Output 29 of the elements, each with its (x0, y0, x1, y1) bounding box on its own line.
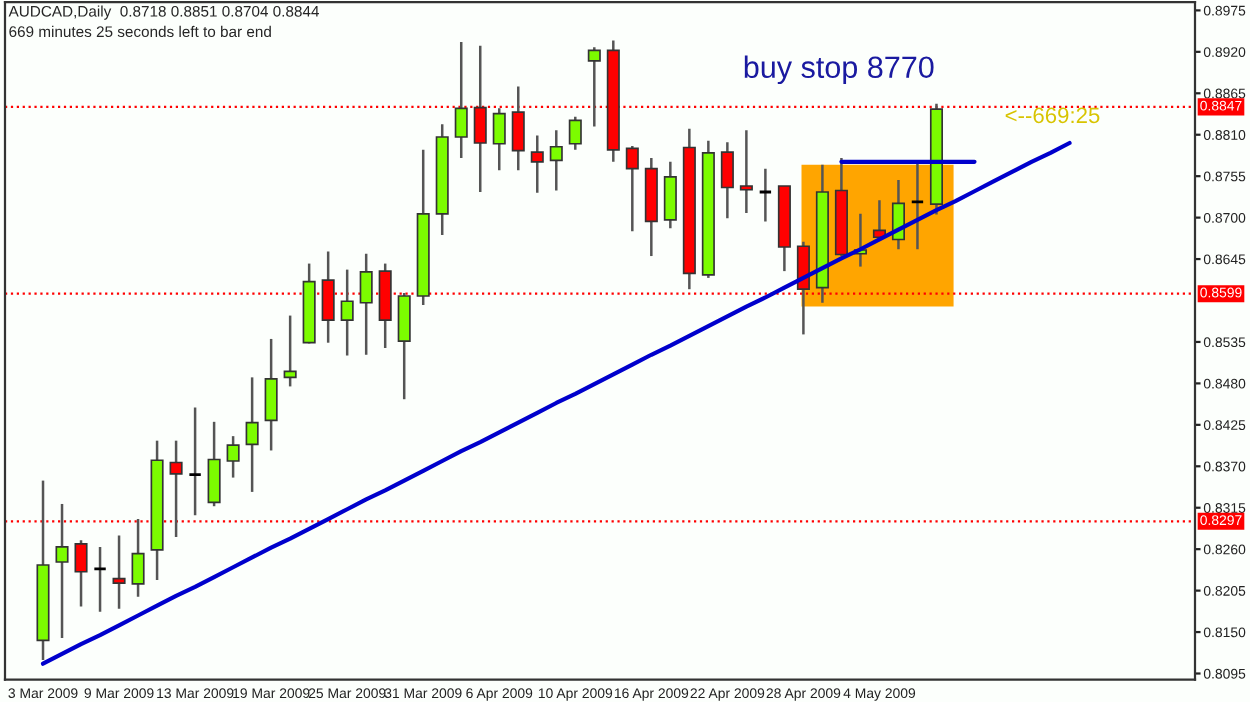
candlestick (758, 167, 773, 223)
candlestick (568, 115, 582, 152)
annotation: <--669:25 (1005, 107, 1100, 124)
annotation: buy stop 8770 (744, 55, 934, 85)
candlestick (283, 314, 297, 388)
candlestick (359, 252, 373, 357)
candlestick (587, 46, 601, 128)
candlestick (226, 434, 240, 479)
candlestick (92, 545, 108, 613)
candlestick (910, 160, 925, 251)
candlestick (530, 134, 544, 194)
candlestick (663, 160, 677, 230)
line-series (40, 140, 1072, 666)
candlestick (55, 502, 69, 640)
candlestick (74, 538, 88, 608)
candlestick (264, 337, 278, 452)
candlestick (245, 376, 259, 494)
candlestick (549, 128, 563, 192)
candlestick (454, 40, 468, 160)
candlestick (131, 517, 145, 598)
candlestick (340, 268, 354, 357)
candlestick (188, 406, 203, 517)
candlestick (492, 107, 506, 172)
candlestick (112, 534, 126, 610)
candlestick (207, 420, 221, 508)
candlestick (397, 291, 411, 401)
candlestick (720, 141, 734, 220)
candlestick (625, 144, 639, 233)
candlestick (739, 128, 753, 215)
